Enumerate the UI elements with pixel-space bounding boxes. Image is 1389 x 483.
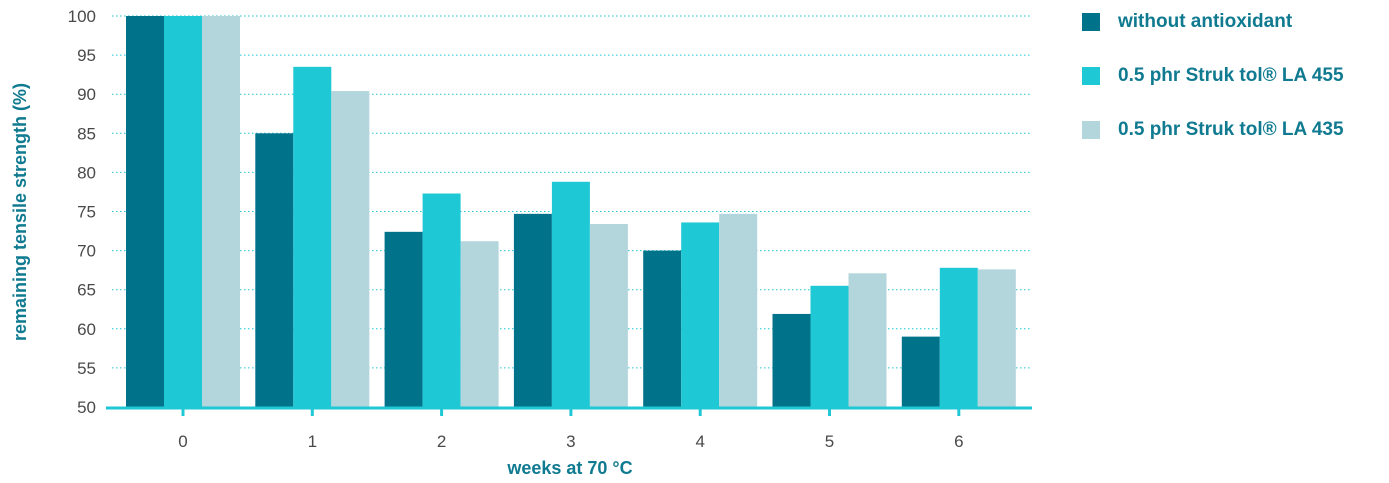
y-tick-label: 55 [77,359,96,378]
y-tick-label: 75 [77,203,96,222]
bar [126,16,164,407]
x-tick-label: 4 [695,432,704,451]
x-tick-label: 2 [437,432,446,451]
x-tick-label: 3 [566,432,575,451]
legend-label: without antioxidant [1118,11,1293,32]
bar [977,269,1016,407]
bar [719,213,758,407]
bar [164,16,202,407]
bar [901,336,940,407]
y-tick-label: 95 [77,46,96,65]
y-tick-label: 65 [77,281,96,300]
x-tick-labels: 0 1 2 3 4 5 6 [178,432,963,451]
bar [810,285,849,407]
y-tick-label: 50 [77,398,96,417]
bar [202,16,240,407]
legend-swatch [1082,121,1100,139]
x-axis-title: weeks at 70 °C [506,458,632,478]
legend-label: 0.5 phr Struk tol® LA 455 [1118,65,1344,86]
bar [422,193,461,407]
legend-item: without antioxidant [1082,8,1344,36]
bar [643,250,682,407]
bar-chart: 50 55 60 65 70 75 80 85 90 95 100 0 1 2 3 4 5 6 weeks at… [10,7,1032,478]
legend-swatch [1082,13,1100,31]
y-tick-label: 90 [77,85,96,104]
legend-label: 0.5 phr Struk tol® LA 435 [1118,119,1344,140]
bar [589,224,628,407]
axes [106,406,1032,416]
bar [513,213,552,407]
legend-item: 0.5 phr Struk tol® LA 435 [1082,116,1344,144]
x-tick-label: 5 [825,432,834,451]
y-tick-label: 100 [68,7,96,26]
legend: without antioxidant 0.5 phr Struk tol® L… [1082,8,1344,170]
bar [681,222,720,407]
bar [772,313,811,407]
legend-swatch [1082,67,1100,85]
legend-item: 0.5 phr Struk tol® LA 455 [1082,62,1344,90]
y-axis-title: remaining tensile strength (%) [10,83,30,341]
bars [126,16,1016,408]
bar [384,231,423,407]
x-tick-label: 6 [954,432,963,451]
y-tick-label: 60 [77,320,96,339]
bar [460,241,499,407]
y-tick-label: 80 [77,163,96,182]
bar [293,66,332,407]
y-tick-label: 70 [77,242,96,261]
bar [939,267,978,407]
x-tick-label: 0 [178,432,187,451]
bar [331,91,370,408]
bar [551,181,590,407]
y-tick-labels: 50 55 60 65 70 75 80 85 90 95 100 [68,7,96,417]
x-tick-label: 1 [308,432,317,451]
bar [255,133,294,408]
y-tick-label: 85 [77,124,96,143]
bar [848,273,887,407]
